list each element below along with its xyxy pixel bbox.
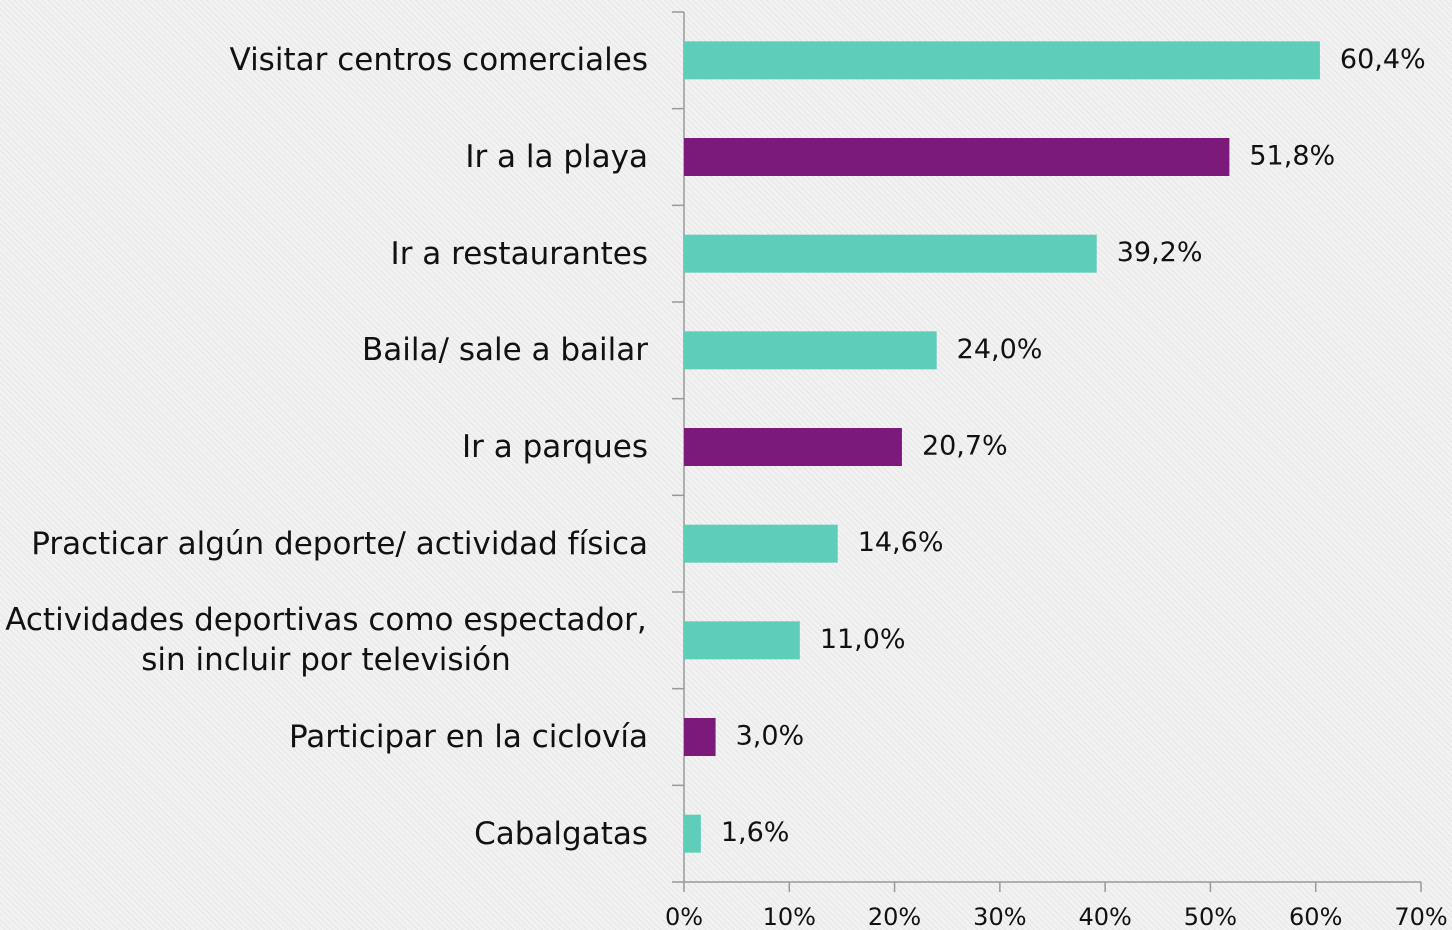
x-tick-label: 30% [973,903,1026,930]
x-tick-label: 50% [1184,903,1237,930]
bar [684,41,1320,80]
x-tick-label: 0% [665,903,703,930]
category-label: Ir a la playa [465,139,648,175]
x-tick-label: 60% [1289,903,1342,930]
x-tick-label: 70% [1394,903,1447,930]
bar [684,718,716,756]
bar [684,234,1097,273]
value-label: 14,6% [858,527,944,558]
value-label: 11,0% [820,624,906,655]
bar [684,138,1230,176]
category-label: Baila/ sale a bailar [362,332,648,369]
x-tick-label: 40% [1078,903,1131,930]
x-tick-label: 20% [868,903,921,930]
category-label: Visitar centros comerciales [229,42,648,79]
value-label: 3,0% [736,721,805,752]
x-tick-label: 10% [763,903,816,930]
category-label: Participar en la ciclovía [288,719,648,755]
category-label: Cabalgatas [474,815,648,852]
bar [684,428,902,466]
value-label: 24,0% [957,334,1043,365]
bar [684,814,701,853]
value-label: 51,8% [1249,141,1335,172]
category-label: Practicar algún deporte/ actividad físic… [31,525,648,562]
category-label: Ir a restaurantes [390,235,648,272]
bar [684,524,838,563]
value-label: 1,6% [721,817,790,848]
value-label: 60,4% [1340,44,1426,75]
bar [684,621,800,660]
category-label: Ir a parques [461,429,648,465]
value-label: 20,7% [922,431,1008,462]
value-label: 39,2% [1117,237,1203,268]
category-label: Actividades deportivas como espectador, … [5,602,647,679]
bar [684,331,937,370]
